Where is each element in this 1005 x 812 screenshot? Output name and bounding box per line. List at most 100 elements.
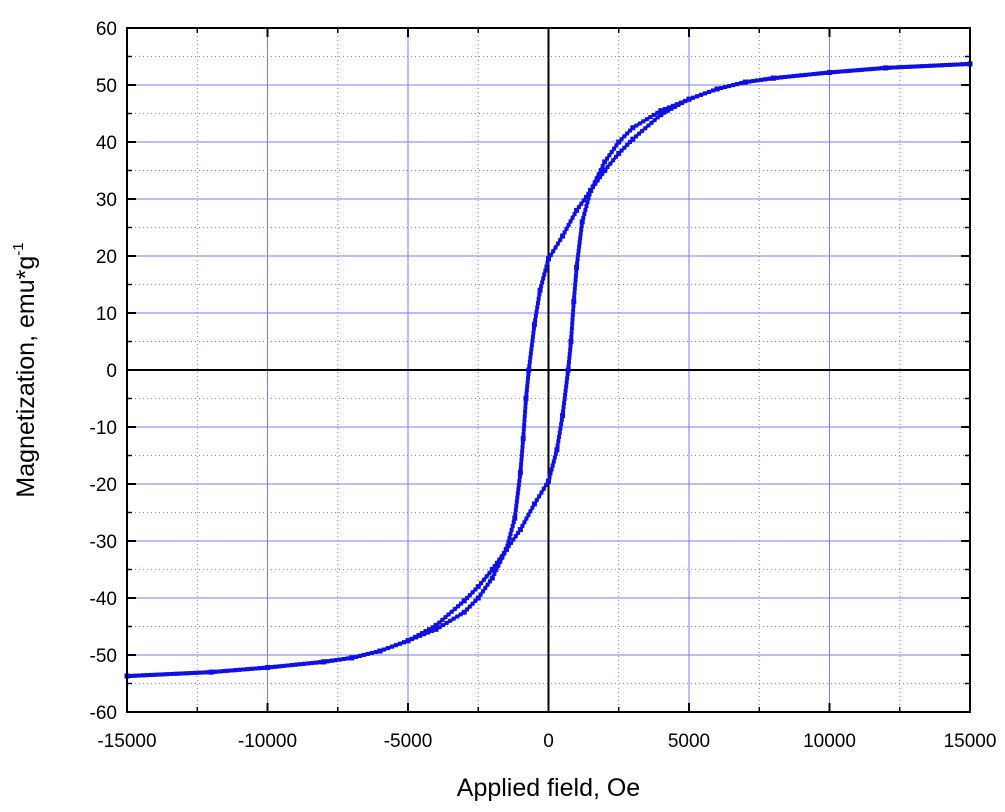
data-point-dense (201, 670, 206, 675)
data-point (461, 598, 467, 604)
data-point-dense (549, 467, 554, 472)
data-point-dense (522, 423, 527, 428)
data-point-dense (523, 400, 528, 405)
data-point-dense (541, 276, 546, 281)
data-point-dense (759, 77, 764, 82)
data-point-dense (646, 123, 651, 128)
data-point-dense (571, 304, 576, 309)
data-point-dense (492, 571, 497, 576)
data-point-dense (409, 636, 414, 641)
x-tick-label: 0 (543, 731, 554, 752)
data-point-dense (177, 671, 182, 676)
data-point-dense (181, 671, 186, 676)
data-point-dense (373, 649, 378, 654)
data-point-dense (325, 659, 330, 664)
data-point-dense (651, 112, 656, 117)
data-point-dense (561, 409, 566, 414)
data-point-dense (455, 604, 460, 609)
data-point-dense (613, 154, 618, 159)
data-point-dense (566, 363, 571, 368)
data-point-dense (551, 459, 556, 464)
data-point-dense (843, 69, 848, 74)
data-point-dense (514, 499, 519, 504)
data-point (523, 396, 529, 401)
data-point-dense (341, 656, 346, 661)
data-point-dense (643, 126, 648, 131)
data-point-dense (564, 384, 569, 389)
data-point-dense (640, 128, 645, 133)
y-axis-title: Magnetization, emu*g-1 (10, 242, 40, 497)
data-point-dense (427, 627, 432, 632)
data-point-dense (699, 92, 704, 97)
data-point-dense (506, 539, 511, 544)
data-point-dense (521, 431, 526, 436)
data-point-dense (534, 498, 539, 503)
data-point (265, 665, 270, 671)
data-point-dense (440, 617, 445, 622)
data-point-dense (569, 335, 574, 340)
data-point-dense (565, 372, 570, 377)
x-axis-title: Applied field, Oe (457, 774, 640, 802)
data-point (560, 413, 566, 419)
data-point (489, 575, 495, 581)
data-point-dense (903, 64, 908, 69)
data-point-dense (535, 305, 540, 310)
data-point-dense (556, 439, 561, 444)
data-point-dense (524, 388, 529, 393)
data-point-dense (185, 671, 190, 676)
data-point (658, 112, 664, 118)
data-point-dense (919, 64, 924, 69)
data-point-dense (566, 223, 571, 228)
data-point-dense (596, 172, 601, 177)
data-point (433, 626, 439, 632)
x-tick-label: 5000 (668, 731, 710, 752)
data-point-dense (719, 86, 724, 91)
data-point-dense (557, 430, 562, 435)
data-point-dense (510, 524, 515, 529)
data-point-dense (600, 171, 605, 176)
data-point-dense (137, 673, 142, 678)
data-point-dense (649, 120, 654, 125)
data-point-dense (562, 230, 567, 235)
data-point-dense (723, 85, 728, 90)
data-point-dense (614, 143, 619, 148)
data-point-dense (584, 204, 589, 209)
series-line (126, 62, 971, 678)
data-point-dense (525, 384, 530, 389)
data-point-dense (530, 338, 535, 343)
data-point-dense (609, 149, 614, 154)
data-point-dense (465, 607, 470, 612)
data-point (554, 447, 560, 453)
data-point-dense (494, 560, 499, 565)
data-point-dense (662, 107, 667, 112)
data-point-dense (511, 537, 516, 542)
data-point-dense (527, 359, 532, 364)
data-point-dense (518, 466, 523, 471)
data-point (520, 435, 526, 441)
data-point-dense (528, 509, 533, 514)
y-tick-label: -10 (90, 418, 117, 439)
data-point-dense (582, 211, 587, 216)
data-point-dense (448, 618, 453, 623)
data-point-dense (544, 482, 549, 487)
data-point-dense (907, 64, 912, 69)
data-point-dense (526, 376, 531, 381)
data-point-dense (261, 665, 266, 670)
data-point-dense (727, 84, 732, 89)
data-point-dense (527, 363, 532, 368)
data-point-dense (506, 544, 511, 549)
data-point-dense (867, 67, 872, 72)
data-point-dense (509, 527, 514, 532)
data-point-dense (570, 312, 575, 317)
data-point-dense (879, 66, 884, 71)
data-point-dense (449, 609, 454, 614)
data-point-dense (839, 69, 844, 74)
data-point-dense (451, 616, 456, 621)
data-point-dense (559, 417, 564, 422)
data-point-dense (145, 673, 150, 678)
data-point-dense (213, 669, 218, 674)
data-point-dense (484, 574, 489, 579)
data-point-dense (423, 629, 428, 634)
data-point-dense (157, 672, 162, 677)
data-point (526, 367, 532, 373)
